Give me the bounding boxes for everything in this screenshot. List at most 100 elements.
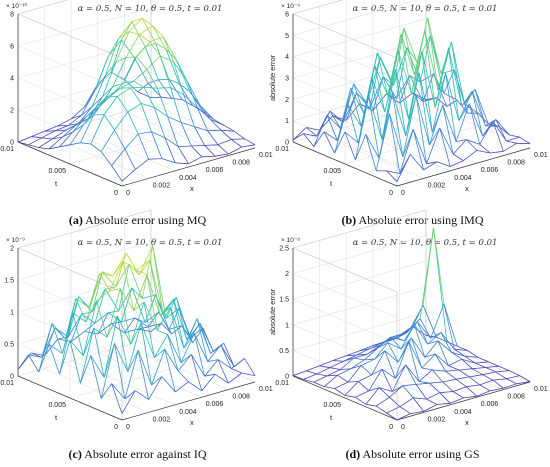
mesh-edge <box>241 144 256 148</box>
mesh-edge <box>204 373 216 377</box>
t-axis-label-a: t <box>55 179 58 188</box>
mesh-edge <box>419 227 434 319</box>
mesh-edge <box>119 288 132 345</box>
mesh-edge <box>117 315 129 372</box>
mesh-edge <box>443 92 458 101</box>
z-tick-label-a: 8 <box>10 12 14 19</box>
mesh-edge <box>327 374 338 377</box>
mesh-edge <box>93 327 108 338</box>
mesh-edge <box>131 287 146 323</box>
mesh-edge <box>448 358 462 366</box>
mesh-edge <box>71 114 82 120</box>
mesh-edge <box>191 354 206 377</box>
mesh-edge <box>469 374 483 378</box>
mesh-edge <box>146 274 158 331</box>
mesh-edge <box>91 288 106 313</box>
mesh-edge <box>469 376 480 386</box>
mesh-edge <box>75 298 90 308</box>
x-tick-label-a: 0 <box>126 190 130 197</box>
mesh-edge <box>140 322 152 386</box>
z-tick-label-d: 0.5 <box>279 348 289 355</box>
mesh-edge <box>409 75 424 102</box>
mesh-edge <box>492 379 504 389</box>
surface-mesh-c <box>17 245 256 414</box>
mesh-edge <box>389 396 401 407</box>
mesh-edge <box>228 372 242 384</box>
mesh-edge <box>180 333 195 363</box>
mesh-edge <box>358 381 369 392</box>
mesh-edge <box>434 353 449 366</box>
mesh-edge <box>161 322 173 335</box>
mesh-edge <box>72 312 84 356</box>
mesh-edge <box>392 364 407 392</box>
mesh-edge <box>326 369 341 377</box>
mesh-edge <box>463 150 478 161</box>
mesh-edge <box>396 413 411 421</box>
mesh-edge <box>392 92 404 157</box>
mesh-edge <box>381 368 396 379</box>
t-tick-label-c: 0.005 <box>48 402 66 409</box>
mesh-edge <box>415 95 427 164</box>
mesh-edge <box>111 383 123 414</box>
mesh-edge <box>188 381 203 392</box>
mesh-edge <box>17 354 29 370</box>
mesh-edge <box>313 114 328 147</box>
mesh-edge <box>241 372 256 376</box>
mesh-edge <box>422 305 437 338</box>
mesh-edge <box>204 359 219 377</box>
mesh-edge <box>72 116 87 133</box>
mesh-edge <box>130 86 145 89</box>
caption-letter-c: (c) <box>68 447 82 461</box>
mesh-edge <box>326 114 341 129</box>
mesh-edge <box>426 392 440 400</box>
mesh-edge <box>399 129 414 174</box>
mesh-edge <box>439 392 451 404</box>
mesh-edge <box>51 130 66 140</box>
mesh-edge <box>69 124 84 146</box>
mesh-edge <box>359 348 370 352</box>
mesh-edge <box>122 260 137 271</box>
mesh-edge <box>171 325 183 335</box>
mesh-edge <box>421 51 436 108</box>
mesh-edge <box>323 374 338 387</box>
mesh-edge <box>386 170 398 182</box>
mesh-edge <box>115 263 130 288</box>
mesh-edge <box>405 72 420 136</box>
x-tick-label-c: 0.008 <box>232 394 250 401</box>
mesh-edge <box>369 76 384 109</box>
mesh-edge <box>303 373 317 380</box>
mesh-edge <box>170 87 182 123</box>
mesh-edge <box>454 348 465 357</box>
mesh-edge <box>160 55 174 63</box>
mesh-edge <box>112 57 127 87</box>
mesh-edge <box>434 47 449 108</box>
mesh-edge <box>130 301 145 345</box>
mesh-edge <box>164 348 179 372</box>
mesh-edge <box>389 113 404 157</box>
mesh-edge <box>353 83 365 115</box>
mesh-edge <box>28 354 40 373</box>
mesh-edge <box>80 142 91 145</box>
mesh-edge <box>392 92 407 136</box>
mesh-edge <box>389 385 404 398</box>
mesh-edge <box>430 303 445 339</box>
mesh-edge <box>471 91 483 137</box>
mesh-edge <box>159 298 174 316</box>
mesh-edge <box>183 333 195 349</box>
mesh-edge <box>83 114 94 126</box>
z-exponent-c: × 10⁻⁹ <box>6 237 25 244</box>
mesh-edge <box>429 381 443 384</box>
mesh-edge <box>516 381 531 385</box>
t-tick-label-a: 0.01 <box>0 146 14 153</box>
mesh-edge <box>121 39 136 59</box>
mesh-edge <box>149 259 164 314</box>
surface-plot-a: α = 0.5, N = 10, θ = 0.5, t = 0.01 0 2 4 6 8 ×… <box>0 0 273 197</box>
mesh-edge <box>424 353 436 358</box>
mesh-edge <box>458 368 473 371</box>
mesh-edge <box>474 362 486 368</box>
mesh-edge <box>436 97 448 107</box>
mesh-edge <box>426 127 441 164</box>
mesh-edge <box>432 369 446 372</box>
mesh-edge <box>176 297 188 341</box>
mesh-edge <box>173 298 185 349</box>
